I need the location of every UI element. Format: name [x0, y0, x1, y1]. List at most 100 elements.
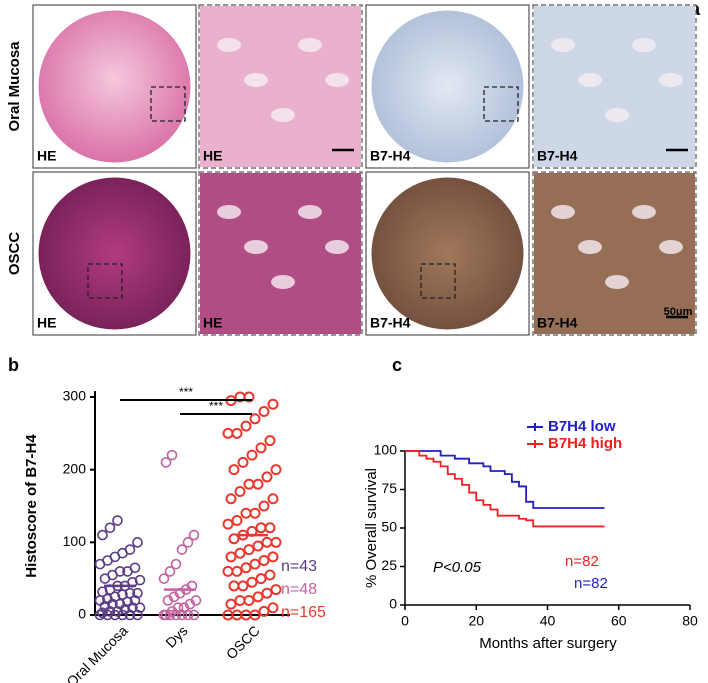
x-tick-label: 20 — [468, 613, 484, 629]
data-point — [114, 566, 126, 577]
tissue-core — [38, 10, 191, 163]
data-point — [264, 569, 276, 581]
tile-label: HE — [37, 315, 56, 331]
y-tick-label: 300 — [63, 388, 87, 404]
data-point — [258, 605, 270, 617]
tissue-structure — [632, 205, 656, 219]
y-tick-label: 75 — [381, 480, 397, 496]
tile-label: HE — [203, 315, 222, 331]
tissue-structure — [217, 205, 241, 219]
tissue-structure — [605, 275, 629, 289]
significance-label: *** — [179, 385, 193, 399]
data-point — [170, 558, 182, 570]
tissue-structure — [298, 205, 322, 219]
tissue-structure — [605, 108, 629, 122]
data-point — [228, 464, 240, 476]
data-point — [114, 598, 126, 610]
tissue-core — [371, 177, 524, 330]
data-point — [267, 551, 279, 563]
data-point — [176, 544, 188, 555]
y-tick-label: 100 — [63, 533, 87, 549]
significance-label: *** — [209, 399, 223, 413]
tissue-structure — [325, 73, 349, 87]
zoom-box — [87, 263, 123, 299]
data-point — [252, 591, 264, 603]
data-point — [164, 566, 176, 577]
tile-label: B7-H4 — [537, 315, 578, 331]
data-point — [249, 413, 261, 425]
data-point — [255, 442, 267, 454]
data-point — [102, 593, 113, 605]
data-point — [129, 595, 141, 606]
data-point — [249, 558, 261, 570]
data-point — [231, 515, 243, 527]
data-point — [237, 456, 249, 468]
x-axis-label: Months after surgery — [479, 635, 617, 652]
data-point — [264, 522, 276, 534]
panel-a: aOral MucosaHEHEB7-H4B7-H4OSCCHEHEB7-H4B… — [6, 0, 701, 336]
data-point — [243, 544, 255, 556]
data-point — [222, 427, 234, 439]
data-point — [267, 602, 279, 614]
data-point — [112, 515, 123, 526]
legend-label: B7H4 low — [548, 418, 616, 435]
n-label: n=48 — [281, 581, 317, 598]
data-point — [258, 555, 270, 566]
data-point — [255, 522, 267, 534]
data-point — [166, 449, 178, 461]
data-point — [190, 595, 202, 606]
data-point — [132, 587, 143, 599]
data-point — [240, 507, 252, 519]
y-tick-label: 50 — [381, 519, 397, 535]
tissue-structure — [244, 240, 268, 254]
data-point — [261, 471, 273, 483]
data-point — [270, 464, 282, 476]
tissue-structure — [551, 38, 575, 52]
data-point — [104, 522, 116, 534]
data-point — [228, 533, 240, 545]
tissue-structure — [551, 205, 575, 219]
data-point — [158, 573, 170, 584]
data-point — [237, 580, 249, 592]
data-point — [246, 449, 258, 461]
data-point — [261, 587, 273, 599]
tile-label: B7-H4 — [370, 148, 411, 164]
x-tick-label: 0 — [401, 613, 409, 629]
survival-curve — [405, 450, 605, 528]
data-point — [225, 493, 237, 505]
tissue-structure — [632, 38, 656, 52]
data-point — [134, 574, 146, 586]
data-point — [109, 591, 121, 603]
n-label: n=82 — [565, 553, 599, 570]
panel-label: b — [8, 355, 19, 375]
data-point — [160, 457, 172, 468]
data-point — [225, 551, 237, 563]
data-point — [270, 536, 282, 548]
data-point — [188, 529, 200, 541]
data-point — [132, 537, 143, 548]
n-label: n=82 — [574, 575, 608, 592]
data-point — [97, 586, 108, 598]
data-point — [222, 565, 234, 577]
data-point — [188, 609, 200, 621]
data-point — [124, 587, 136, 599]
tissue-structure — [217, 38, 241, 52]
data-point — [112, 606, 123, 617]
tissue-structure — [271, 108, 295, 122]
tile-label: HE — [203, 148, 222, 164]
data-point — [132, 609, 143, 621]
y-axis-label: Histoscore of B7-H4 — [23, 434, 40, 578]
x-tick-label: Dys — [162, 622, 190, 650]
y-axis-label: % Overall survival — [363, 468, 380, 588]
zoom-box — [150, 86, 186, 122]
y-tick-label: 200 — [63, 460, 87, 476]
tissue-structure — [659, 73, 683, 87]
data-point — [252, 540, 264, 552]
data-point — [234, 547, 246, 559]
data-point — [234, 594, 246, 606]
data-point — [249, 507, 261, 519]
tile-label: B7-H4 — [537, 148, 578, 164]
data-point — [97, 607, 108, 619]
data-point — [129, 562, 141, 574]
tissue-structure — [325, 240, 349, 254]
